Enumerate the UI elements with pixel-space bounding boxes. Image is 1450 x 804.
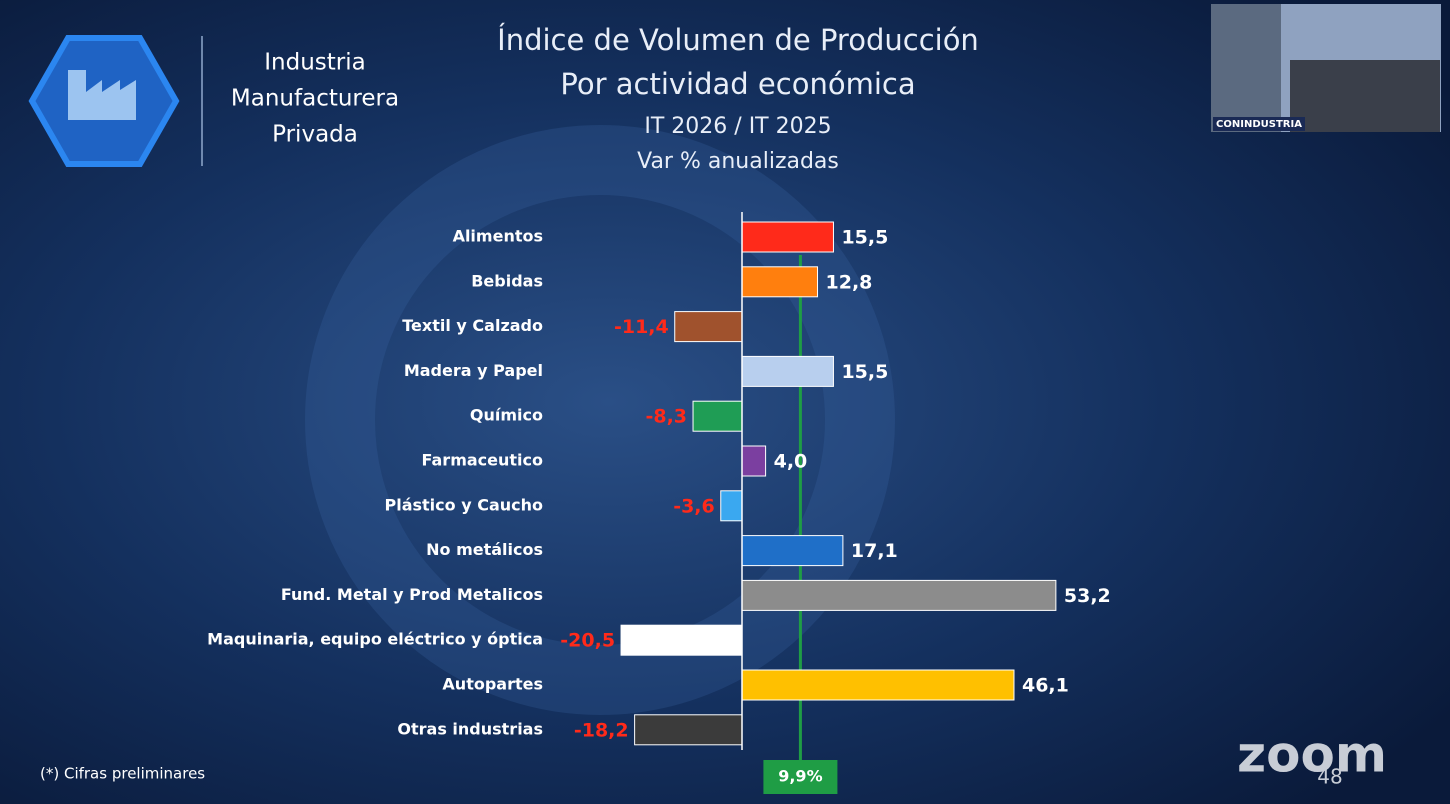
bar [720,490,743,522]
category-label: Autopartes [442,675,543,694]
bar [741,535,844,567]
value-label: 15,5 [841,227,888,249]
value-label: 12,8 [826,271,873,293]
value-label: 15,5 [841,361,888,383]
category-label: Alimentos [453,227,543,246]
value-label: 46,1 [1022,675,1069,697]
brand: Industria Manufacturera Privada [231,50,399,148]
bar [741,669,1015,701]
chart-subtitle: Var % anualizadas [637,149,839,174]
chart: 9,9% Alimentos 15,5 Bebidas 12,8 Textil y Cal… [207,212,1111,794]
category-label: Maquinaria, equipo eléctrico y óptica [207,630,543,649]
page-number: 48 [1317,765,1342,789]
video-table [1290,60,1440,132]
value-label: -18,2 [574,719,629,741]
category-label: No metálicos [426,540,543,559]
logo-factory [68,70,136,120]
category-label: Textil y Calzado [402,316,543,335]
category-label: Bebidas [471,271,543,290]
chart-subtitle: IT 2026 / IT 2025 [644,114,831,139]
brand-line: Privada [272,122,358,148]
category-label: Madera y Papel [404,361,543,380]
bar [692,400,743,432]
decor-ring [305,125,895,715]
bar [741,579,1057,611]
chart-subtitle: Por actividad económica [560,67,915,101]
category-label: Químico [470,406,543,425]
video-person [1211,4,1281,132]
value-label: 53,2 [1064,585,1111,607]
brand-line: Industria [264,50,365,76]
value-label: -11,4 [614,316,669,338]
value-label: -8,3 [645,406,687,428]
reference-badge [763,760,838,794]
bar [741,445,767,477]
value-label: -20,5 [560,630,615,652]
category-label: Otras industrias [397,719,543,738]
bar [620,624,743,656]
video-caption-bg [1213,117,1305,131]
bar [741,221,834,253]
chart-title: Índice de Volumen de Producción [497,23,979,57]
bar [634,714,743,746]
brand-line: Manufacturera [231,86,399,112]
reference-label: 9,9% [778,767,822,786]
category-label: Farmaceutico [422,451,543,470]
category-label: Fund. Metal y Prod Metalicos [281,585,543,604]
value-label: -3,6 [673,495,715,517]
video-caption: CONINDUSTRIA [1216,119,1302,130]
bar [741,266,819,298]
bar [674,311,743,343]
value-label: 4,0 [774,451,808,473]
category-label: Plástico y Caucho [384,495,543,514]
bar [741,355,834,387]
zoom-logo: zoom [1237,726,1387,784]
value-label: 17,1 [851,540,898,562]
footnote: (*) Cifras preliminares [40,765,205,783]
titles: Índice de Volumen de Producción Por activ… [497,23,979,174]
